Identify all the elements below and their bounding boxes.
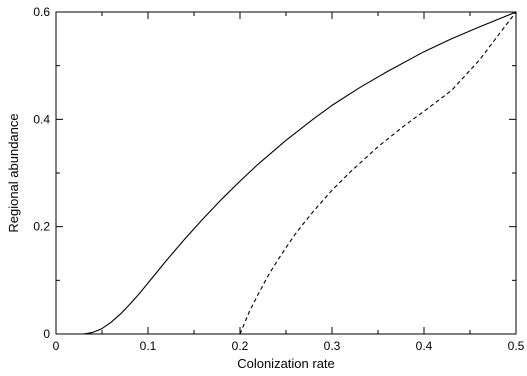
y-tick-label: 0.2 <box>33 220 50 234</box>
series-line-solid <box>83 11 517 335</box>
x-tick-label: 0.5 <box>508 339 525 353</box>
y-tick-label: 0.4 <box>33 112 50 126</box>
x-tick-label: 0 <box>53 339 60 353</box>
plot-frame <box>55 11 517 335</box>
x-axis-label: Colonization rate <box>237 356 335 371</box>
x-tick-label: 0.1 <box>140 339 157 353</box>
x-tick-label: 0.4 <box>416 339 433 353</box>
axis-ticks: 0 0.1 0.2 0.3 0.4 0.5 0 0.2 0.4 0.6 <box>33 5 524 353</box>
series-layer <box>83 11 517 335</box>
x-tick-label: 0.2 <box>232 339 249 353</box>
series-line-dashed <box>239 11 517 335</box>
y-tick-label: 0.6 <box>33 5 50 19</box>
y-tick-label: 0 <box>43 327 50 341</box>
x-tick-label: 0.3 <box>324 339 341 353</box>
y-axis-label: Regional abundance <box>6 113 21 232</box>
